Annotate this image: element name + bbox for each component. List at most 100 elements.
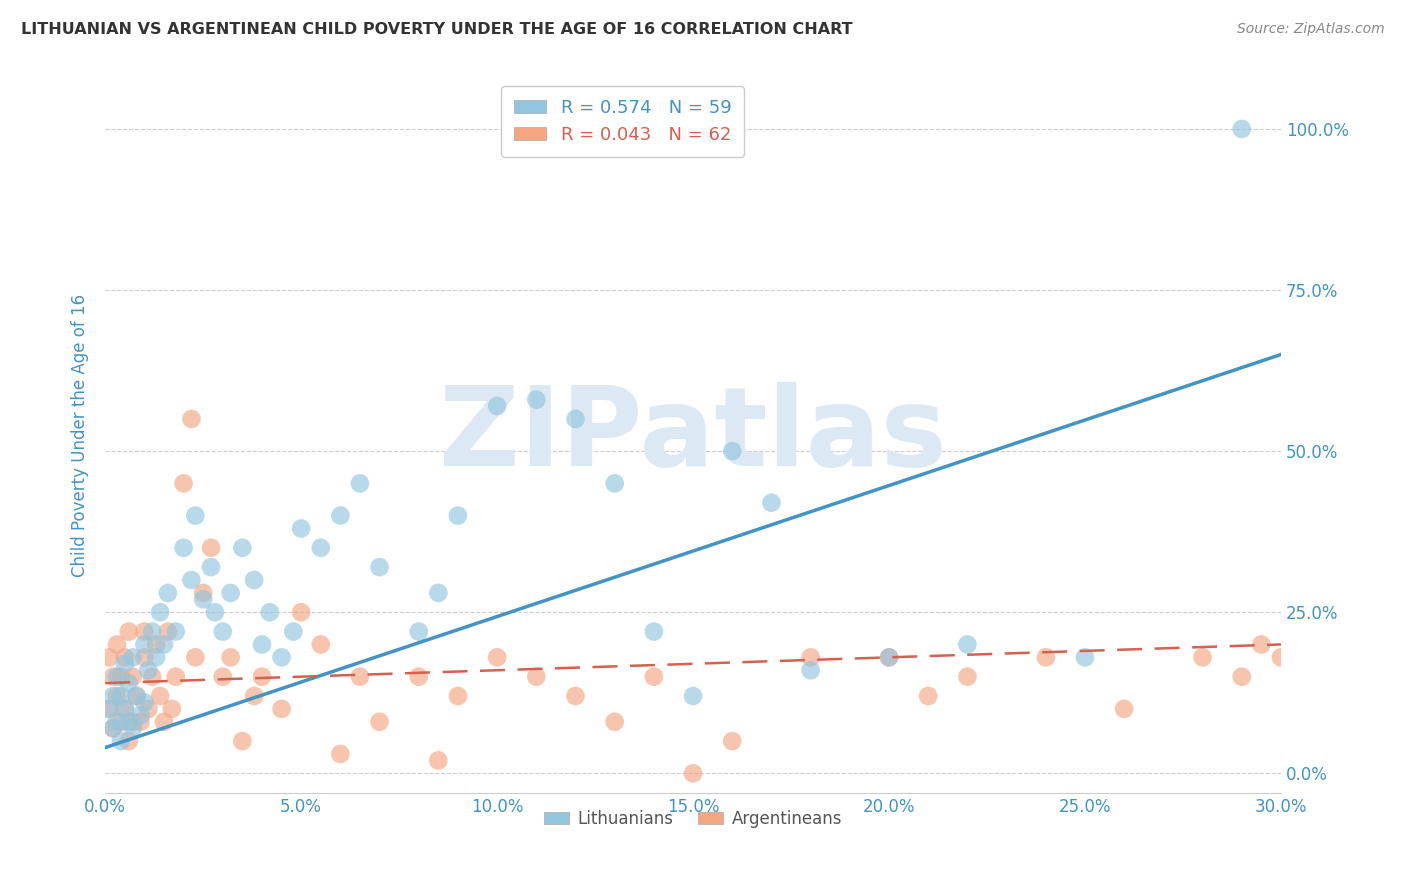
Point — [105, 637, 128, 651]
Point — [682, 689, 704, 703]
Point — [1035, 650, 1057, 665]
Point — [721, 734, 744, 748]
Point — [682, 766, 704, 780]
Point — [98, 650, 121, 665]
Point — [290, 605, 312, 619]
Point — [165, 670, 187, 684]
Point — [486, 399, 509, 413]
Point — [153, 637, 176, 651]
Point — [105, 714, 128, 729]
Point — [643, 624, 665, 639]
Point — [125, 689, 148, 703]
Point — [118, 676, 141, 690]
Point — [101, 689, 124, 703]
Text: Source: ZipAtlas.com: Source: ZipAtlas.com — [1237, 22, 1385, 37]
Point — [145, 650, 167, 665]
Point — [129, 708, 152, 723]
Point — [136, 663, 159, 677]
Point — [114, 657, 136, 671]
Point — [721, 444, 744, 458]
Point — [447, 689, 470, 703]
Point — [118, 624, 141, 639]
Point — [145, 637, 167, 651]
Point — [211, 670, 233, 684]
Point — [156, 624, 179, 639]
Point — [101, 721, 124, 735]
Point — [110, 734, 132, 748]
Point — [368, 560, 391, 574]
Point — [231, 541, 253, 555]
Point — [564, 412, 586, 426]
Point — [1114, 702, 1136, 716]
Point — [761, 496, 783, 510]
Point — [956, 637, 979, 651]
Point — [134, 637, 156, 651]
Point — [219, 650, 242, 665]
Point — [193, 586, 215, 600]
Point — [603, 476, 626, 491]
Point — [349, 670, 371, 684]
Point — [427, 586, 450, 600]
Point — [259, 605, 281, 619]
Point — [180, 573, 202, 587]
Point — [329, 508, 352, 523]
Point — [447, 508, 470, 523]
Point — [173, 476, 195, 491]
Point — [121, 670, 143, 684]
Point — [165, 624, 187, 639]
Point — [643, 670, 665, 684]
Point — [1250, 637, 1272, 651]
Point — [231, 734, 253, 748]
Point — [110, 670, 132, 684]
Point — [243, 573, 266, 587]
Point — [101, 670, 124, 684]
Point — [153, 714, 176, 729]
Point — [125, 689, 148, 703]
Point — [270, 650, 292, 665]
Point — [917, 689, 939, 703]
Point — [408, 670, 430, 684]
Point — [180, 412, 202, 426]
Point — [349, 476, 371, 491]
Point — [800, 663, 823, 677]
Point — [193, 592, 215, 607]
Point — [121, 714, 143, 729]
Point — [603, 714, 626, 729]
Point — [486, 650, 509, 665]
Point — [134, 624, 156, 639]
Point — [956, 670, 979, 684]
Point — [1270, 650, 1292, 665]
Point — [309, 637, 332, 651]
Point — [121, 650, 143, 665]
Point — [149, 605, 172, 619]
Point — [160, 702, 183, 716]
Point — [1230, 122, 1253, 136]
Point — [114, 702, 136, 716]
Point — [141, 670, 163, 684]
Point — [200, 560, 222, 574]
Point — [1191, 650, 1213, 665]
Point — [105, 689, 128, 703]
Point — [309, 541, 332, 555]
Point — [118, 714, 141, 729]
Legend: Lithuanians, Argentineans: Lithuanians, Argentineans — [537, 803, 849, 834]
Point — [250, 670, 273, 684]
Point — [173, 541, 195, 555]
Point — [134, 650, 156, 665]
Point — [134, 695, 156, 709]
Point — [877, 650, 900, 665]
Point — [283, 624, 305, 639]
Text: ZIPatlas: ZIPatlas — [439, 382, 948, 489]
Point — [427, 754, 450, 768]
Point — [524, 392, 547, 407]
Point — [800, 650, 823, 665]
Point — [270, 702, 292, 716]
Point — [101, 721, 124, 735]
Point — [114, 650, 136, 665]
Point — [329, 747, 352, 761]
Point — [98, 702, 121, 716]
Point — [184, 650, 207, 665]
Point — [243, 689, 266, 703]
Point — [105, 670, 128, 684]
Point — [149, 689, 172, 703]
